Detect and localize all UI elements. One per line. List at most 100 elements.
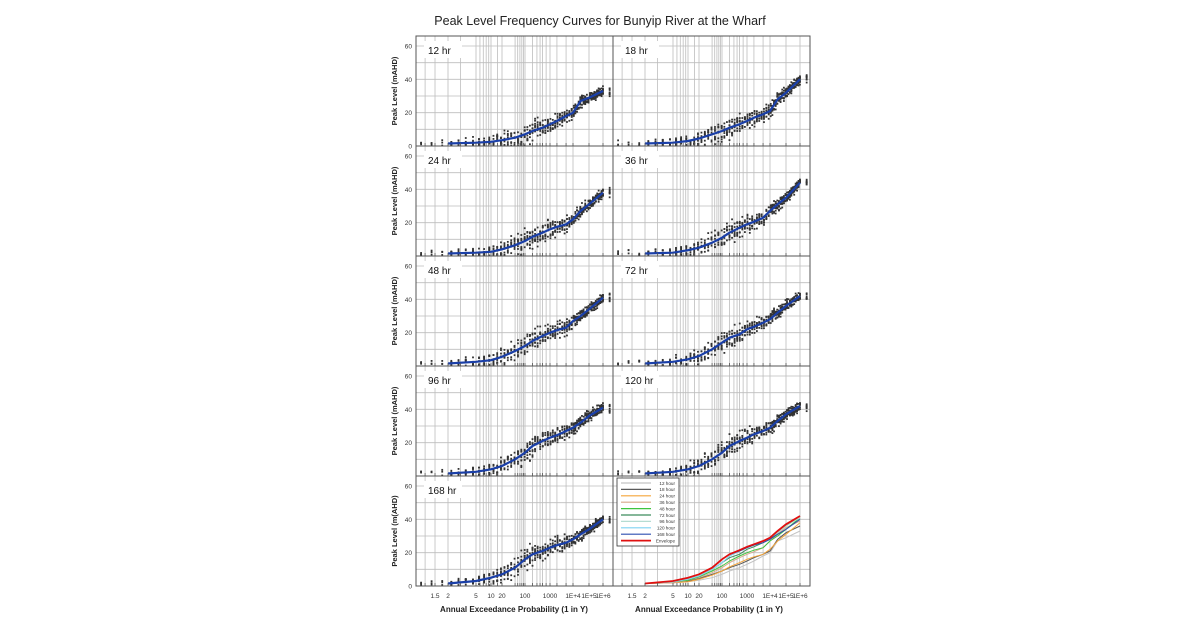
ensemble-point [523,453,526,456]
ensemble-point [568,545,571,548]
ensemble-point [566,428,568,430]
ensemble-point [523,341,526,344]
ensemble-point [720,127,723,130]
ensemble-point [574,429,577,432]
ensemble-point [472,139,474,142]
ensemble-point [805,81,808,84]
ensemble-point [551,220,554,223]
ensemble-point [534,122,536,125]
ensemble-point [786,306,788,308]
ensemble-point [697,472,699,475]
ensemble-point [531,443,534,446]
ensemble-point [483,358,486,361]
ensemble-point [805,75,808,78]
ensemble-point [523,450,526,453]
ensemble-point [577,312,580,315]
ensemble-point [760,222,763,225]
ensemble-point [585,314,588,317]
ensemble-point [536,245,539,248]
ensemble-point [608,196,611,199]
ensemble-point [720,124,723,127]
ensemble-point [675,361,677,364]
ensemble-point [488,142,491,145]
ensemble-point [627,252,630,255]
ensemble-point [591,93,594,95]
ensemble-point [520,132,523,135]
ensemble-point [570,542,573,545]
ensemble-point [534,341,536,344]
ensemble-point [541,129,544,132]
ensemble-point [697,357,699,360]
ensemble-point [585,311,588,314]
ensemble-point [593,408,596,411]
ensemble-point [760,325,763,328]
ensemble-point [510,235,513,237]
ensemble-point [714,460,716,463]
ensemble-point [743,126,746,128]
panel-label: 36 hr [625,156,648,167]
ensemble-point [763,327,765,330]
ensemble-point [755,110,758,113]
ensemble-point [536,335,539,338]
ensemble-point [599,523,601,526]
ensemble-point [582,535,585,538]
ensemble-point [680,142,683,145]
ensemble-point [536,134,539,137]
ensemble-point [523,556,526,559]
ensemble-point [693,354,696,356]
ensemble-point [771,422,774,425]
ensemble-point [464,249,467,252]
ensemble-point [574,110,577,113]
ensemble-point [594,413,597,416]
ensemble-point [669,138,671,141]
ensemble-point [582,423,585,426]
ensemble-point [771,428,774,431]
ensemble-point [503,363,506,366]
ensemble-point [697,139,699,142]
ensemble-point [793,410,796,413]
ensemble-point [778,209,780,212]
ensemble-point [751,321,754,324]
ensemble-point [685,464,688,467]
ensemble-point [526,548,529,551]
ensemble-point [784,299,787,301]
ensemble-point [546,327,549,330]
ensemble-point [680,136,683,139]
ensemble-point [617,470,619,473]
ensemble-point [574,211,577,213]
ensemble-point [510,454,513,456]
ensemble-point [746,227,749,230]
ensemble-point [566,318,568,321]
ensemble-point [717,348,720,350]
ensemble-point [596,307,599,310]
ensemble-point [753,122,756,125]
ensemble-point [654,140,657,143]
panel-label-box [621,261,659,278]
median-curve [447,191,604,255]
ensemble-point [549,126,552,129]
ensemble-point [714,229,716,232]
ensemble-point [531,332,534,335]
ensemble-point [549,551,552,553]
ensemble-point [531,450,534,453]
ensemble-point [561,228,564,231]
ensemble-point [572,427,575,430]
ensemble-point [549,224,552,227]
ensemble-point [536,345,539,348]
ensemble-point [420,582,422,585]
ensemble-point [736,117,739,120]
ensemble-point [574,427,577,430]
ensemble-point [717,338,720,341]
ensemble-point [793,78,796,81]
ensemble-point [787,195,790,198]
ensemble-point [500,241,502,244]
ensemble-point [765,215,768,218]
ensemble-point [546,440,549,443]
ensemble-point [492,463,495,466]
ensemble-point [568,224,571,227]
ensemble-point [546,444,549,447]
ensemble-point [741,125,744,127]
ensemble-point [776,308,779,311]
ensemble-point [805,297,808,299]
